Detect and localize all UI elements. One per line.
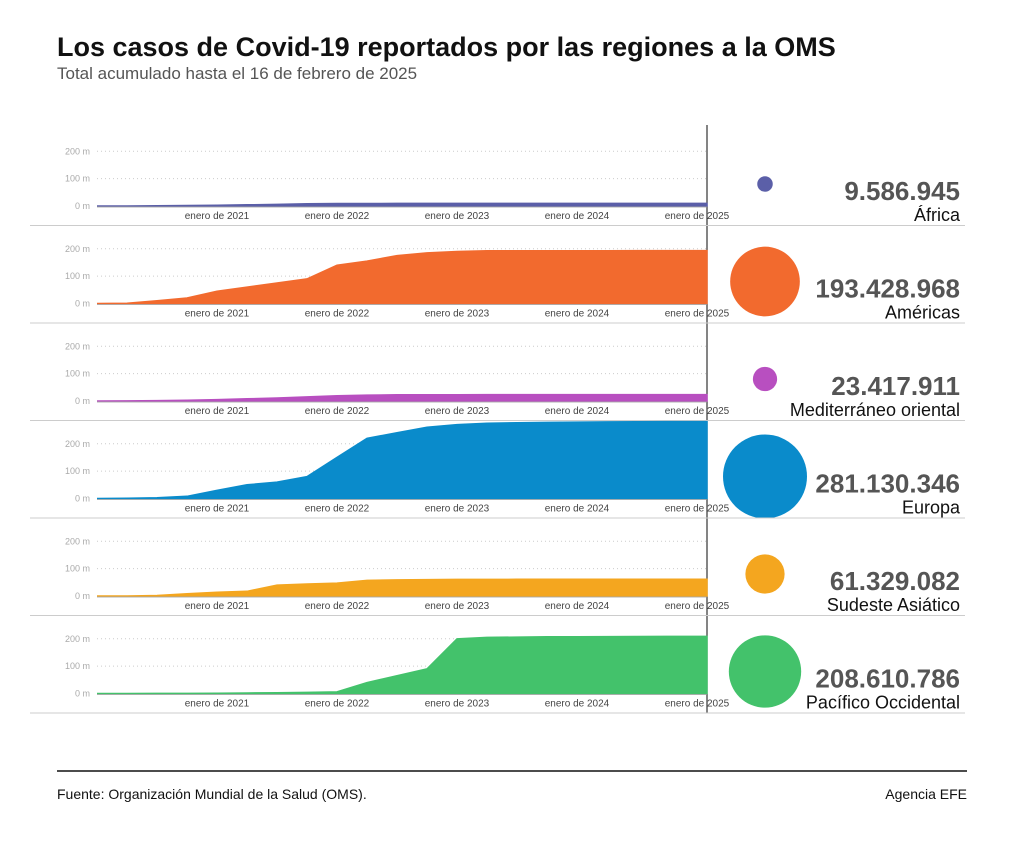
x-tick-label: enero de 2022: [305, 406, 370, 417]
y-tick-label: 100 m: [65, 564, 90, 574]
source: Fuente: Organización Mundial de la Salud…: [57, 786, 367, 802]
x-tick-label: enero de 2025: [665, 211, 730, 222]
x-tick-label: enero de 2023: [425, 504, 490, 515]
title: Los casos de Covid-19 reportados por las…: [57, 32, 836, 62]
x-tick-label: enero de 2021: [185, 699, 250, 710]
bubble: [757, 176, 773, 192]
x-tick-label: enero de 2022: [305, 601, 370, 612]
y-tick-label: 200 m: [65, 146, 90, 156]
y-tick-label: 0 m: [75, 591, 90, 601]
x-tick-label: enero de 2023: [425, 699, 490, 710]
y-tick-label: 100 m: [65, 466, 90, 476]
x-tick-label: enero de 2024: [545, 211, 610, 222]
area: [96, 249, 708, 305]
region-name: Américas: [885, 303, 960, 323]
x-tick-label: enero de 2021: [185, 504, 250, 515]
region-name: Sudeste Asiático: [827, 595, 960, 615]
x-tick-label: enero de 2022: [305, 504, 370, 515]
x-tick-label: enero de 2025: [665, 309, 730, 320]
x-tick-label: enero de 2024: [545, 309, 610, 320]
y-tick-label: 0 m: [75, 201, 90, 211]
y-tick-label: 0 m: [75, 494, 90, 504]
x-tick-label: enero de 2024: [545, 601, 610, 612]
x-tick-label: enero de 2021: [185, 309, 250, 320]
y-tick-label: 100 m: [65, 271, 90, 281]
x-tick-label: enero de 2023: [425, 211, 490, 222]
total-label: 9.586.945: [844, 176, 960, 206]
area: [97, 202, 708, 207]
y-tick-label: 100 m: [65, 174, 90, 184]
bubble: [745, 554, 785, 594]
y-tick-label: 0 m: [75, 396, 90, 406]
x-tick-label: enero de 2025: [665, 406, 730, 417]
y-tick-label: 200 m: [65, 439, 90, 449]
total-label: 61.329.082: [830, 566, 960, 596]
area: [97, 635, 708, 695]
x-tick-label: enero de 2023: [425, 309, 490, 320]
bubble: [752, 366, 778, 392]
x-tick-label: enero de 2021: [185, 601, 250, 612]
x-tick-label: enero de 2021: [185, 211, 250, 222]
y-tick-label: 100 m: [65, 369, 90, 379]
region-name: África: [914, 205, 961, 225]
total-label: 208.610.786: [815, 664, 960, 694]
x-tick-label: enero de 2022: [305, 211, 370, 222]
x-tick-label: enero de 2025: [665, 601, 730, 612]
total-label: 23.417.911: [831, 371, 960, 401]
x-tick-label: enero de 2024: [545, 504, 610, 515]
y-tick-label: 100 m: [65, 661, 90, 671]
area: [96, 420, 708, 500]
area: [96, 393, 708, 402]
x-tick-label: enero de 2022: [305, 309, 370, 320]
x-tick-label: enero de 2024: [545, 406, 610, 417]
credit: Agencia EFE: [885, 786, 967, 802]
x-tick-label: enero de 2025: [665, 699, 730, 710]
x-tick-label: enero de 2023: [425, 601, 490, 612]
x-tick-label: enero de 2023: [425, 406, 490, 417]
region-name: Pacífico Occidental: [806, 693, 960, 713]
x-tick-label: enero de 2022: [305, 699, 370, 710]
x-tick-label: enero de 2024: [545, 699, 610, 710]
y-tick-label: 0 m: [75, 299, 90, 309]
y-tick-label: 200 m: [65, 536, 90, 546]
bubble: [723, 434, 807, 519]
bubble: [728, 635, 802, 708]
area: [97, 578, 708, 597]
y-tick-label: 200 m: [65, 341, 90, 351]
x-tick-label: enero de 2025: [665, 504, 730, 515]
y-tick-label: 200 m: [65, 634, 90, 644]
y-tick-label: 0 m: [75, 689, 90, 699]
region-name: Mediterráneo oriental: [790, 400, 960, 420]
bubble: [730, 246, 800, 317]
x-tick-label: enero de 2021: [185, 406, 250, 417]
total-label: 281.130.346: [815, 469, 960, 499]
y-tick-label: 200 m: [65, 244, 90, 254]
total-label: 193.428.968: [815, 274, 960, 304]
region-name: Europa: [902, 498, 961, 518]
subtitle: Total acumulado hasta el 16 de febrero d…: [57, 64, 417, 83]
